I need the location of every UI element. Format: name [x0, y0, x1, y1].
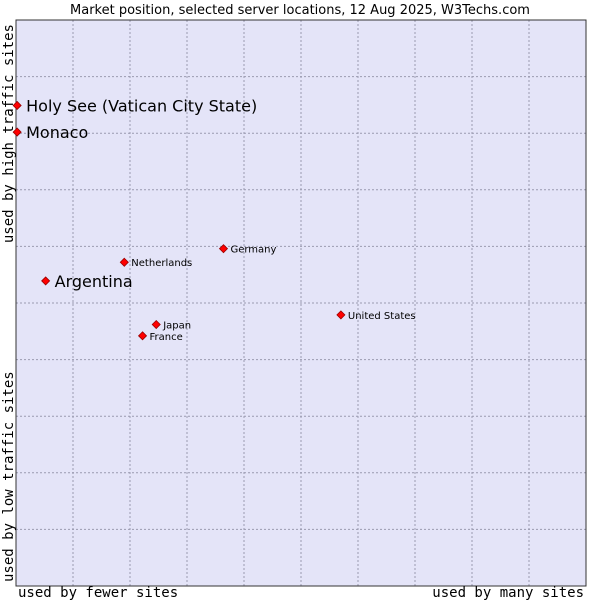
- point-marker-japan: [151, 319, 161, 330]
- point-label-netherlands: Netherlands: [131, 258, 192, 269]
- point-label-germany: Germany: [230, 245, 276, 256]
- point-marker-germany: [218, 244, 229, 254]
- point-marker-argentina: [41, 276, 51, 286]
- data-points: Holy See (Vatican City State) Monaco Germa…: [12, 96, 416, 343]
- x-axis-label-left: used by fewer sites: [18, 585, 178, 600]
- y-axis-label-bottom: used by low traffic sites: [1, 371, 17, 582]
- point-label-holy-see-vatican-city-state: Holy See (Vatican City State): [26, 96, 257, 115]
- grid: [16, 20, 586, 586]
- point-marker-united-states: [336, 310, 346, 320]
- x-axis-label-right: used by many sites: [432, 585, 584, 600]
- point-marker-monaco: [12, 127, 22, 137]
- chart-title: Market position, selected server locatio…: [70, 3, 530, 18]
- point-marker-holy-see-vatican-city-state: [12, 100, 22, 111]
- point-marker-france: [137, 331, 148, 341]
- point-label-united-states: United States: [348, 311, 416, 322]
- y-axis-label-top: used by high traffic sites: [1, 24, 17, 243]
- point-label-monaco: Monaco: [26, 123, 88, 142]
- plot-frame: [15, 19, 587, 587]
- point-label-france: France: [150, 332, 183, 343]
- point-label-argentina: Argentina: [55, 272, 133, 291]
- point-label-japan: Japan: [162, 321, 191, 332]
- point-marker-netherlands: [119, 257, 129, 267]
